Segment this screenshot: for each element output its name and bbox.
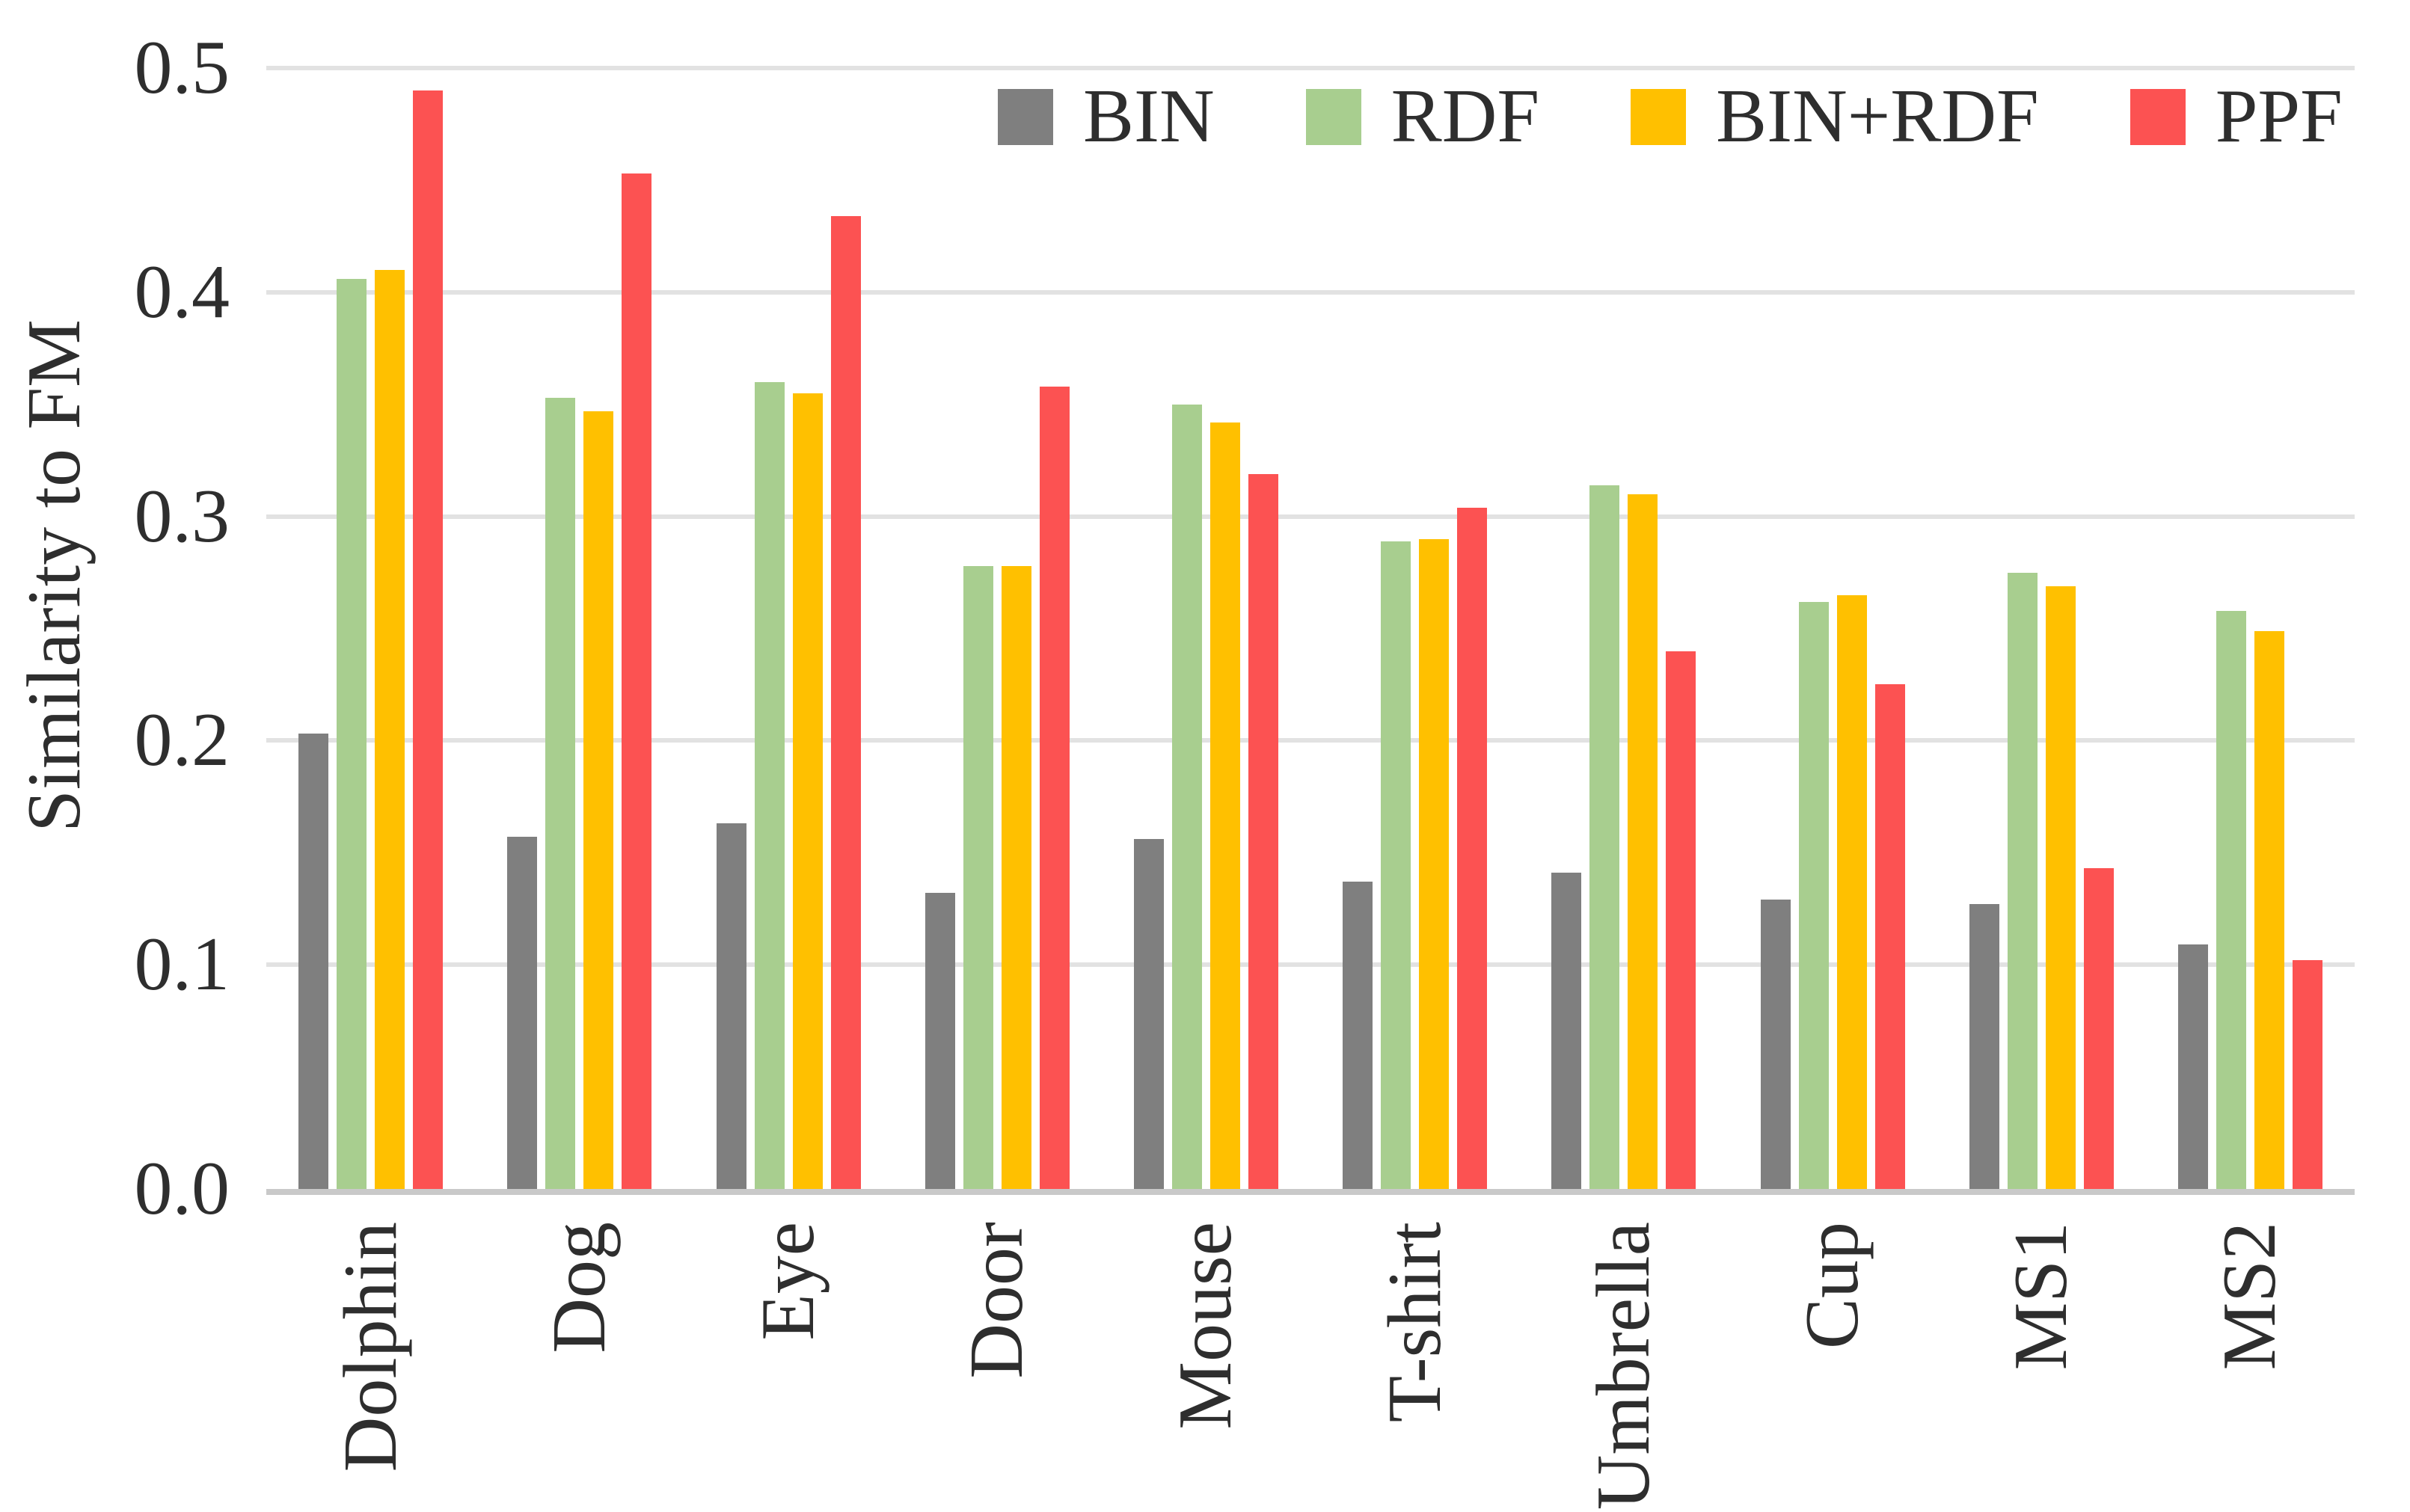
- bar-bin-rdf-ms1: [2045, 586, 2076, 1189]
- y-tick-label-0.0: 0.0: [134, 1146, 230, 1231]
- bar-bin-rdf-door: [1001, 565, 1031, 1189]
- x-tick-label-umbrella: Umbrella: [1580, 1222, 1666, 1511]
- legend-item-ppf: PPF: [2130, 79, 2343, 155]
- legend-swatch-rdf: [1305, 88, 1361, 145]
- bar-bin-door: [925, 893, 955, 1189]
- bar-bin-t-shirt: [1343, 882, 1373, 1189]
- bar-ppf-door: [1039, 386, 1070, 1189]
- bar-bin-mouse: [1133, 839, 1164, 1189]
- bar-rdf-eye: [754, 381, 785, 1189]
- bar-bin-rdf-t-shirt: [1419, 538, 1450, 1189]
- bar-rdf-ms2: [2216, 610, 2246, 1189]
- x-tick-label-ms2: MS2: [2207, 1222, 2293, 1371]
- legend-swatch-ppf: [2130, 88, 2186, 145]
- bar-ppf-mouse: [1248, 473, 1278, 1189]
- bar-group-mouse: [1102, 68, 1310, 1189]
- gridline-0.5: [266, 66, 2355, 70]
- x-tick-label-dog: Dog: [536, 1222, 622, 1353]
- bar-rdf-door: [963, 565, 993, 1189]
- bar-rdf-t-shirt: [1381, 541, 1411, 1189]
- bar-ppf-ms2: [2292, 960, 2322, 1189]
- legend-label-rdf: RDF: [1390, 74, 1540, 159]
- bar-group-door: [893, 68, 1102, 1189]
- plot-area: [266, 68, 2355, 1189]
- bar-bin-ms2: [2177, 944, 2208, 1189]
- legend-item-bin: BIN: [998, 79, 1215, 155]
- x-tick-label-cup: Cup: [1790, 1222, 1874, 1350]
- legend-label-bin: BIN: [1083, 74, 1215, 159]
- bar-ppf-eye: [830, 215, 861, 1189]
- bar-group-dolphin: [266, 68, 475, 1189]
- bar-bin-cup: [1760, 900, 1791, 1189]
- bar-group-dog: [475, 68, 684, 1189]
- bar-rdf-mouse: [1171, 404, 1202, 1189]
- bar-ppf-dolphin: [413, 90, 444, 1189]
- bar-bin-eye: [716, 823, 746, 1189]
- gridline-0.4: [266, 289, 2355, 295]
- bar-group-cup: [1728, 68, 1937, 1189]
- bar-bin-rdf-umbrella: [1628, 494, 1658, 1189]
- bar-ppf-t-shirt: [1457, 507, 1488, 1189]
- legend-label-ppf: PPF: [2215, 74, 2343, 159]
- bar-ppf-cup: [1874, 684, 1905, 1189]
- y-tick-label-0.1: 0.1: [134, 922, 230, 1007]
- bar-bin-rdf-eye: [792, 393, 823, 1189]
- y-tick-label-0.4: 0.4: [134, 249, 230, 334]
- x-tick-label-dolphin: Dolphin: [328, 1222, 413, 1472]
- x-tick-label-door: Door: [954, 1222, 1040, 1379]
- x-tick-label-eye: Eye: [746, 1222, 830, 1341]
- bar-ppf-dog: [622, 173, 652, 1189]
- x-tick-label-ms1: MS1: [1999, 1222, 2084, 1371]
- legend-swatch-bin-rdf: [1631, 88, 1687, 145]
- bar-rdf-umbrella: [1589, 485, 1620, 1189]
- bar-bin-rdf-dog: [583, 411, 614, 1189]
- bar-bin-rdf-mouse: [1209, 422, 1240, 1189]
- legend-item-bin-rdf: BIN+RDF: [1631, 79, 2039, 155]
- bar-ppf-ms1: [2083, 868, 2114, 1189]
- bar-bin-rdf-dolphin: [375, 269, 405, 1189]
- bar-group-umbrella: [1519, 68, 1728, 1189]
- x-tick-label-t-shirt: T-shirt: [1372, 1222, 1457, 1423]
- x-tick-label-mouse: Mouse: [1163, 1222, 1248, 1430]
- x-axis-line: [266, 1189, 2355, 1195]
- bar-bin-dog: [507, 837, 538, 1189]
- gridline-0.2: [266, 738, 2355, 743]
- bar-rdf-dog: [545, 397, 576, 1189]
- y-axis-label: Similarity to FM: [12, 319, 96, 832]
- legend-item-rdf: RDF: [1305, 74, 1540, 159]
- legend-swatch-bin: [998, 88, 1053, 145]
- bar-ppf-umbrella: [1666, 651, 1696, 1189]
- bar-group-t-shirt: [1310, 68, 1519, 1189]
- y-tick-label-0.2: 0.2: [134, 698, 230, 783]
- legend-label-bin-rdf: BIN+RDF: [1716, 74, 2039, 159]
- gridline-0.1: [266, 962, 2355, 968]
- bar-bin-rdf-cup: [1836, 594, 1867, 1189]
- y-tick-label-0.5: 0.5: [134, 25, 230, 110]
- bar-rdf-cup: [1798, 601, 1829, 1189]
- bar-bin-umbrella: [1551, 873, 1582, 1189]
- bar-bin-ms1: [1969, 904, 1999, 1189]
- bar-group-ms1: [1937, 68, 2146, 1189]
- bar-bin-dolphin: [298, 734, 329, 1189]
- bar-group-ms2: [2146, 68, 2355, 1189]
- bar-rdf-ms1: [2007, 572, 2038, 1189]
- bar-group-eye: [684, 68, 892, 1189]
- y-tick-label-0.3: 0.3: [134, 473, 230, 559]
- legend: BIN RDF BIN+RDF PPF: [998, 79, 2343, 155]
- gridline-0.3: [266, 514, 2355, 519]
- bar-rdf-dolphin: [337, 278, 367, 1189]
- bar-bin-rdf-ms2: [2254, 630, 2284, 1189]
